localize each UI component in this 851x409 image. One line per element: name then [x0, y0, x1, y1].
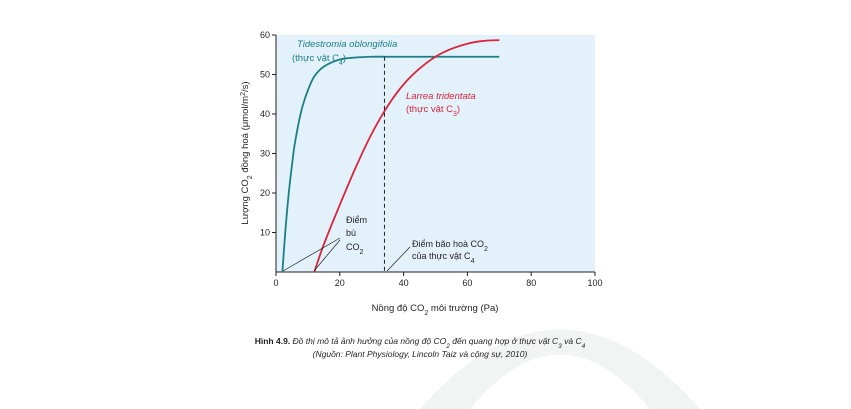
y-tick-label: 60 — [260, 30, 270, 40]
x-tick-label: 20 — [335, 278, 345, 288]
x-tick-label: 100 — [587, 278, 602, 288]
compensation-leader-c3 — [313, 239, 341, 272]
series-label-c3-name: Larrea tridentata — [406, 91, 476, 102]
series-label-c4-group: (thực vật C4) — [292, 53, 346, 67]
y-tick-label: 50 — [260, 70, 270, 80]
series-label-c4-name: Tidestromia oblongifolia — [297, 39, 397, 50]
x-tick-label: 80 — [526, 278, 536, 288]
y-tick-label: 20 — [260, 188, 270, 198]
y-tick-label: 30 — [260, 149, 270, 159]
series-layer — [281, 39, 500, 273]
y-tick-label: 40 — [260, 109, 270, 119]
compensation-label-bg — [341, 212, 373, 252]
series-label-c3-group: (thực vật C3) — [406, 104, 460, 118]
y-tick-label: 10 — [260, 228, 270, 238]
axis-ticks: 0 20 40 60 80 100 10 20 30 40 50 60 — [260, 30, 603, 288]
background-swoosh-2 — [470, 354, 650, 409]
series-line-c3 — [313, 39, 500, 273]
saturation-leader — [386, 246, 411, 272]
x-tick-label: 60 — [462, 278, 472, 288]
figure-caption-line2: (Nguồn: Plant Physiology, Lincoln Taiz v… — [313, 349, 528, 359]
compensation-leader-c4 — [282, 237, 341, 272]
x-tick-label: 40 — [399, 278, 409, 288]
compensation-label: Điểm bù CO2 — [346, 215, 370, 256]
saturation-label-line2: của thực vật C4 — [412, 251, 475, 265]
y-axis-label: Lượng CO2 đồng hoá (μmol/m2/s) — [240, 81, 254, 224]
saturation-label-line1: Điểm bão hoà CO2 — [412, 239, 488, 253]
x-tick-label: 0 — [273, 278, 278, 288]
series-line-c4 — [281, 55, 500, 273]
plot-area — [276, 35, 595, 272]
figure-caption-line1: Hình 4.9. Đồ thị mô tả ảnh hưởng của nồn… — [255, 336, 586, 350]
x-axis-label: Nồng độ CO2 môi trường (Pa) — [372, 303, 499, 317]
